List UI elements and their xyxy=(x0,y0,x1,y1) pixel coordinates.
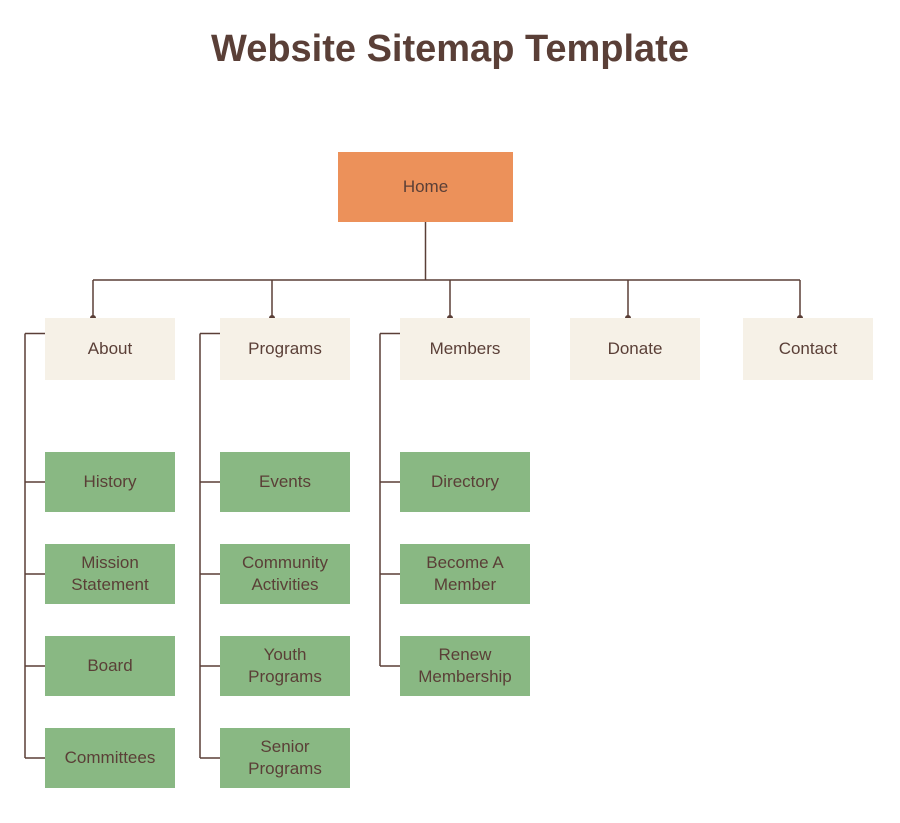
diagram-title: Website Sitemap Template xyxy=(0,28,900,71)
level2-node: History xyxy=(45,452,175,512)
level2-node: Board xyxy=(45,636,175,696)
connector-lines xyxy=(0,0,900,823)
level2-node: Become A Member xyxy=(400,544,530,604)
level2-node: Mission Statement xyxy=(45,544,175,604)
level2-node: Events xyxy=(220,452,350,512)
level1-node: Programs xyxy=(220,318,350,380)
root-node: Home xyxy=(338,152,513,222)
level1-node: Members xyxy=(400,318,530,380)
level2-node: Directory xyxy=(400,452,530,512)
level2-node: Youth Programs xyxy=(220,636,350,696)
level2-node: Community Activities xyxy=(220,544,350,604)
level2-node: Committees xyxy=(45,728,175,788)
level1-node: Contact xyxy=(743,318,873,380)
level1-node: About xyxy=(45,318,175,380)
level2-node: Senior Programs xyxy=(220,728,350,788)
level2-node: Renew Membership xyxy=(400,636,530,696)
level1-node: Donate xyxy=(570,318,700,380)
